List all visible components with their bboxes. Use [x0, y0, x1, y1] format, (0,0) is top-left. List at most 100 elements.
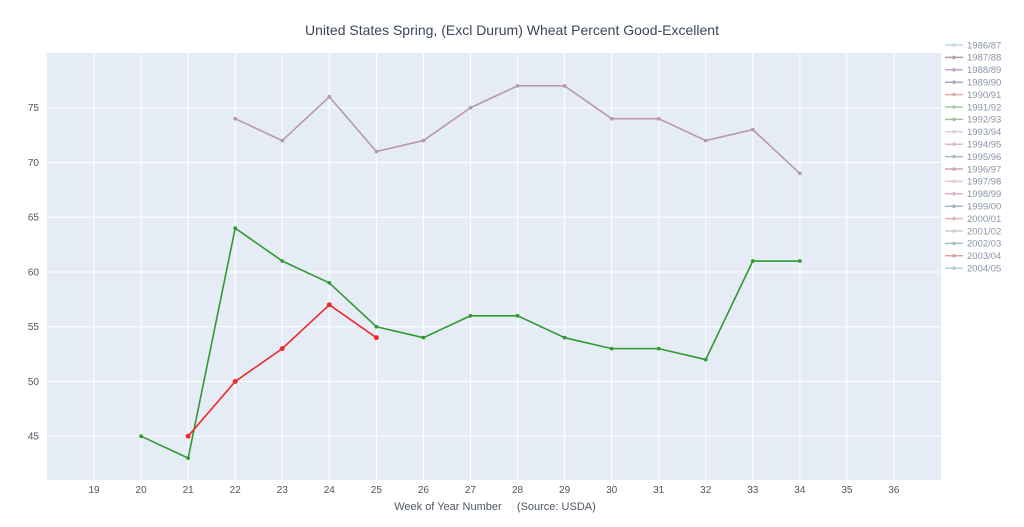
data-point[interactable]: [421, 138, 426, 143]
data-point[interactable]: [280, 259, 285, 263]
legend-item[interactable]: 1989/90: [945, 78, 1001, 89]
data-point[interactable]: [562, 335, 567, 340]
data-point[interactable]: [373, 335, 379, 341]
legend-marker-icon: [952, 167, 956, 171]
data-point[interactable]: [185, 433, 191, 439]
legend-marker-icon: [952, 142, 956, 146]
legend-marker-icon: [952, 266, 956, 271]
data-point[interactable]: [186, 456, 191, 460]
legend-label: 1995/96: [967, 152, 1001, 163]
data-point[interactable]: [515, 313, 520, 318]
data-point[interactable]: [327, 281, 332, 285]
data-point[interactable]: [750, 127, 755, 132]
legend-marker-icon: [952, 130, 956, 134]
plot-area: [47, 53, 941, 480]
legend-item[interactable]: 1990/91: [945, 90, 1001, 101]
legend-label: 1997/98: [967, 177, 1001, 188]
data-point[interactable]: [562, 83, 567, 88]
data-point[interactable]: [232, 378, 238, 384]
legend-item[interactable]: 1995/96: [945, 152, 1001, 163]
data-point[interactable]: [750, 259, 755, 263]
y-tick-label: 45: [28, 432, 40, 443]
legend-item[interactable]: 1994/95: [945, 140, 1001, 151]
x-tick-label: 35: [841, 485, 853, 496]
legend-item[interactable]: 1998/99: [945, 189, 1001, 200]
data-point[interactable]: [233, 226, 238, 231]
legend-item[interactable]: 1996/97: [945, 164, 1001, 175]
legend-item[interactable]: 2003/04: [945, 251, 1001, 262]
data-point[interactable]: [797, 259, 802, 263]
legend-item[interactable]: 2002/03: [945, 239, 1001, 250]
data-point[interactable]: [280, 138, 285, 143]
y-tick-label: 50: [28, 377, 40, 388]
x-tick-label: 31: [653, 485, 665, 496]
legend-label: 1989/90: [967, 78, 1001, 89]
data-point[interactable]: [468, 313, 473, 318]
data-point[interactable]: [609, 116, 614, 121]
series-1: [139, 226, 802, 460]
legend-item[interactable]: 1986/87: [945, 40, 1001, 51]
legend-item[interactable]: 2001/02: [945, 226, 1001, 237]
y-tick-label: 75: [28, 103, 40, 114]
x-tick-label: 23: [277, 485, 289, 496]
x-tick-label: 32: [700, 485, 712, 496]
y-tick-label: 70: [28, 158, 40, 169]
data-point[interactable]: [326, 302, 332, 308]
data-point[interactable]: [656, 346, 661, 351]
legend-marker-icon: [952, 92, 956, 97]
x-tick-label: 19: [88, 485, 100, 496]
data-point[interactable]: [374, 149, 379, 154]
legend-marker-icon: [952, 154, 956, 159]
legend-item[interactable]: 1992/93: [945, 115, 1001, 126]
legend-item[interactable]: 1999/00: [945, 202, 1001, 213]
legend-marker-icon: [952, 105, 956, 109]
legend-label: 1998/99: [967, 189, 1001, 200]
legend-label: 1988/89: [967, 65, 1001, 76]
data-point[interactable]: [468, 105, 473, 110]
series-2: [185, 302, 379, 439]
series-0: [233, 83, 802, 176]
data-point[interactable]: [515, 83, 520, 88]
data-point[interactable]: [327, 94, 332, 99]
legend-marker-icon: [952, 179, 956, 184]
x-tick-label: 33: [747, 485, 759, 496]
legend-marker-icon: [952, 80, 956, 84]
grid-lines: [47, 53, 941, 480]
x-tick-label: 28: [512, 485, 524, 496]
data-point[interactable]: [139, 434, 143, 439]
chart-title: United States Spring, (Excl Durum) Wheat…: [305, 22, 719, 38]
x-tick-label: 22: [230, 485, 242, 496]
legend-item[interactable]: 1993/94: [945, 127, 1001, 138]
data-point[interactable]: [656, 116, 661, 121]
legend-item[interactable]: 1988/89: [945, 65, 1001, 76]
legend-item[interactable]: 2000/01: [945, 214, 1001, 225]
data-point[interactable]: [609, 346, 614, 351]
legend-item[interactable]: 2004/05: [945, 264, 1001, 275]
legend-marker-icon: [952, 241, 956, 246]
legend-marker-icon: [952, 229, 956, 233]
y-tick-label: 65: [28, 213, 40, 224]
x-tick-label: 26: [418, 485, 430, 496]
data-point[interactable]: [233, 116, 238, 121]
data-point[interactable]: [279, 346, 285, 352]
legend-item[interactable]: 1997/98: [945, 177, 1001, 188]
legend-label: 1987/88: [967, 53, 1001, 64]
data-point[interactable]: [703, 138, 708, 143]
data-point[interactable]: [797, 171, 802, 176]
legend-marker-icon: [952, 216, 956, 221]
legend-label: 1999/00: [967, 202, 1001, 213]
legend-label: 2001/02: [967, 226, 1001, 237]
data-point[interactable]: [421, 335, 426, 340]
x-tick-label: 21: [183, 485, 195, 496]
data-point[interactable]: [374, 324, 379, 329]
legend-label: 1991/92: [967, 102, 1001, 113]
y-tick-label: 60: [28, 267, 40, 278]
legend-item[interactable]: 1991/92: [945, 102, 1001, 113]
legend-label: 1996/97: [967, 164, 1001, 175]
legend-marker-icon: [952, 117, 956, 122]
legend-label: 1986/87: [967, 40, 1001, 51]
data-point[interactable]: [703, 357, 708, 362]
legend-item[interactable]: 1987/88: [945, 53, 1001, 64]
